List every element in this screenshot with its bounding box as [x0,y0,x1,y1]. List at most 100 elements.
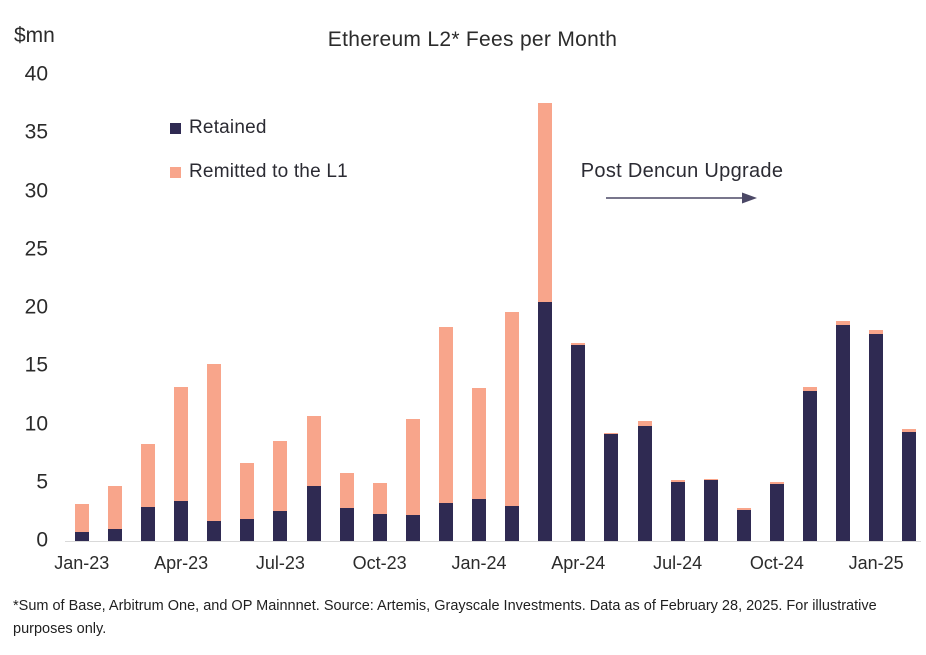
x-tick-apr-24: Apr-24 [551,553,606,573]
segment-remitted-oct-24 [769,481,784,484]
y-tick-20: 20 [24,295,48,319]
segment-remitted-jul-23 [273,440,288,511]
segment-remitted-dec-24 [836,320,851,326]
segment-retained-mar-23 [141,507,155,541]
bar-sep-24 [736,508,751,541]
y-tick-25: 25 [24,237,48,261]
y-tick-0: 0 [36,528,48,552]
legend-label-retained: Retained [189,117,267,138]
bar-sep-23 [339,473,354,541]
x-tick-jul-24: Jul-24 [653,553,703,573]
bar-aug-23 [306,416,321,541]
segment-retained-feb-24 [505,506,520,541]
y-tick-15: 15 [24,353,48,377]
segment-retained-oct-24 [769,483,784,541]
segment-retained-aug-24 [703,480,718,541]
bar-jan-25 [869,330,884,541]
bar-jun-23 [240,462,255,541]
y-tick-35: 35 [24,120,48,144]
segment-remitted-feb-24 [505,311,520,507]
segment-remitted-nov-24 [803,387,817,391]
segment-remitted-jul-24 [670,480,685,482]
segment-remitted-may-23 [207,363,222,522]
bar-jul-23 [273,440,288,541]
footnote: *Sum of Base, Arbitrum One, and OP Mainn… [13,598,877,638]
y-tick-30: 30 [24,179,48,203]
segment-retained-jul-23 [273,510,288,541]
x-tick-oct-24: Oct-24 [749,553,804,573]
retained-swatch-icon [170,122,181,134]
x-axis-line [65,541,921,542]
segment-retained-nov-24 [803,390,817,541]
bar-oct-23 [372,482,387,541]
bar-jul-24 [670,480,685,541]
plot-area [65,75,921,542]
segment-retained-sep-24 [736,509,751,541]
bar-nov-23 [405,418,420,541]
bar-nov-24 [803,387,817,541]
segment-remitted-jan-23 [74,503,89,532]
segment-retained-jan-25 [869,333,884,541]
bar-dec-24 [836,320,851,541]
segment-remitted-apr-24 [571,342,586,346]
right-arrow-icon [606,192,757,204]
segment-retained-jun-24 [637,425,652,541]
segment-retained-may-23 [207,521,222,541]
segment-retained-dec-24 [836,325,851,541]
segment-retained-jan-23 [74,531,89,541]
bar-aug-24 [703,479,718,541]
bar-jan-24 [472,388,486,541]
x-tick-jan-24: Jan-24 [451,553,507,573]
bar-may-23 [207,363,222,541]
segment-remitted-nov-23 [405,418,420,516]
segment-remitted-jun-23 [240,462,255,519]
segment-retained-nov-23 [405,515,420,541]
segment-retained-dec-23 [438,502,453,541]
bar-feb-23 [107,486,122,541]
bar-apr-23 [174,387,189,541]
segment-remitted-aug-23 [306,416,321,487]
segment-remitted-aug-24 [703,479,718,481]
segment-remitted-feb-25 [902,429,917,432]
bar-apr-24 [571,342,586,541]
segment-remitted-may-24 [604,432,619,434]
segment-retained-aug-23 [306,486,321,541]
y-axis-unit-label: $mn [14,24,55,47]
x-tick-jan-25: Jan-25 [848,553,904,573]
segment-remitted-jun-24 [637,421,652,426]
segment-remitted-sep-23 [339,473,354,509]
segment-retained-jan-24 [472,499,486,541]
legend-item-retained: Retained [170,116,348,140]
segment-remitted-mar-23 [141,444,155,508]
segment-retained-sep-23 [339,508,354,541]
bar-mar-24 [538,102,553,541]
segment-remitted-apr-23 [174,387,189,502]
bar-feb-25 [902,429,917,541]
segment-retained-mar-24 [538,302,553,541]
y-tick-40: 40 [24,62,48,86]
segment-retained-jun-23 [240,518,255,541]
bar-jun-24 [637,421,652,541]
segment-retained-feb-25 [902,431,917,541]
segment-remitted-jan-24 [472,388,486,500]
y-tick-5: 5 [36,470,48,494]
chart-title: Ethereum L2* Fees per Month [327,28,618,51]
segment-retained-oct-23 [372,514,387,541]
bar-jan-23 [74,503,89,541]
bar-may-24 [604,432,619,541]
legend-label-remitted: Remitted to the L1 [189,161,348,182]
legend: Retained Remitted to the L1 [170,116,348,204]
segment-retained-apr-23 [174,501,189,541]
segment-remitted-dec-23 [438,326,453,503]
x-tick-jul-23: Jul-23 [255,553,305,573]
segment-remitted-oct-23 [372,482,387,515]
post-dencun-annotation: Post Dencun Upgrade [580,160,784,182]
legend-item-remitted: Remitted to the L1 [170,160,348,184]
segment-retained-feb-23 [107,529,122,541]
segment-remitted-jan-25 [869,330,884,334]
x-tick-oct-23: Oct-23 [352,553,407,573]
segment-retained-jul-24 [670,481,685,541]
segment-remitted-mar-24 [538,102,553,303]
y-tick-10: 10 [24,412,48,436]
